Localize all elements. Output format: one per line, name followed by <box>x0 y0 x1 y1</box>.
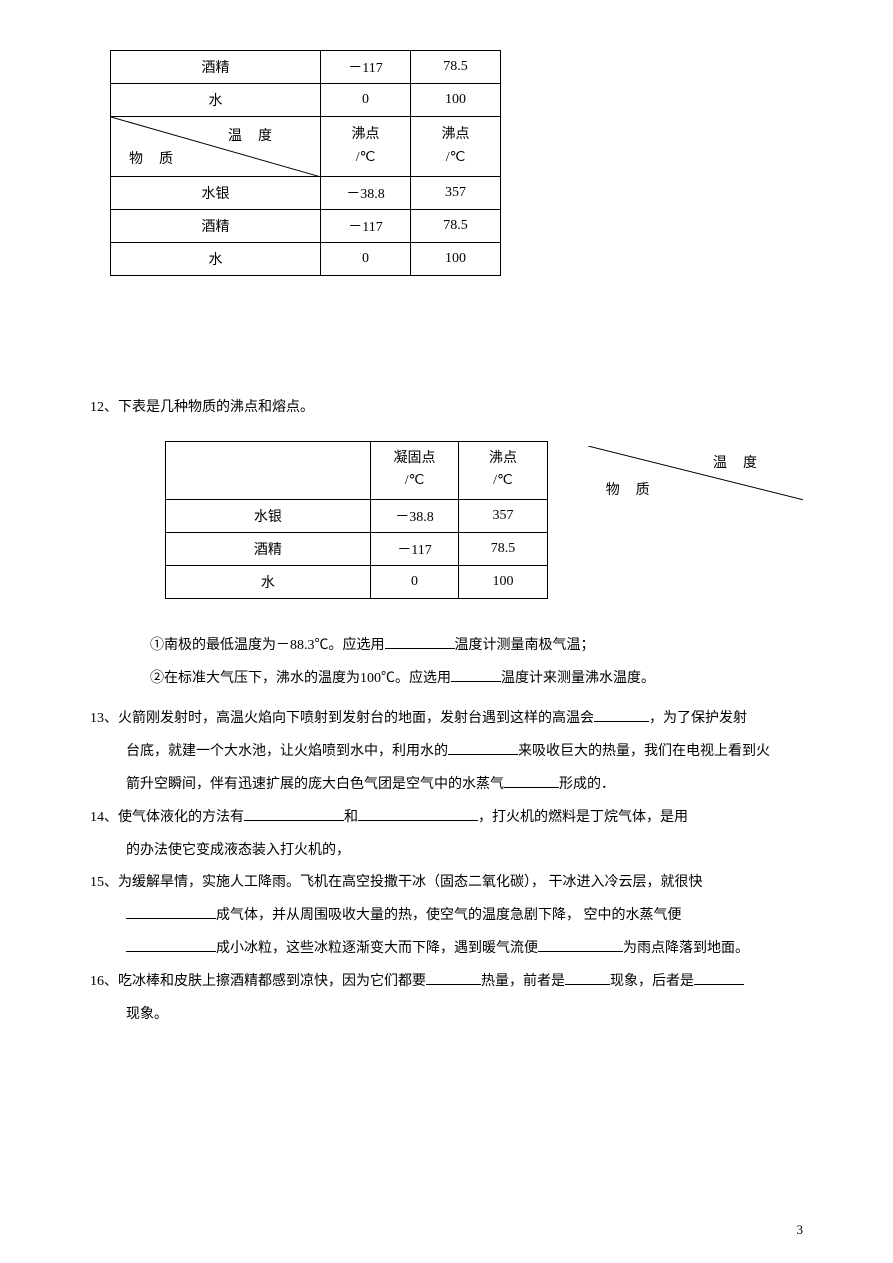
table-header-row: 凝固点 /℃ 沸点 /℃ <box>166 442 548 500</box>
cell-substance: 水银 <box>111 177 321 210</box>
cell-value: 357 <box>459 499 547 532</box>
q16-label: 16、 <box>90 974 118 989</box>
top-table-block: 酒精 －117 78.5 水 0 100 温度 物质 沸点 /℃ 沸点 /℃ 水… <box>110 50 803 276</box>
q15-line3: 成小冰粒，这些冰粒逐渐变大而下降，遇到暖气流便为雨点降落到地面。 <box>90 934 803 965</box>
diagonal-header-cell: 温度 物质 <box>111 117 321 177</box>
cell-substance: 水 <box>111 243 321 276</box>
cell-substance: 水银 <box>166 499 371 532</box>
blank <box>126 905 216 919</box>
cell-value: 78.5 <box>411 210 501 243</box>
blank <box>565 971 610 985</box>
table-row: 酒精 －117 78.5 <box>111 210 501 243</box>
cell-value: 100 <box>411 84 501 117</box>
blank <box>451 668 501 682</box>
blank <box>538 938 623 952</box>
side-diag-bot: 物质 <box>606 479 666 499</box>
column-header: 沸点 /℃ <box>321 117 411 177</box>
cell-value: 100 <box>459 565 547 598</box>
table-q12: 凝固点 /℃ 沸点 /℃ 水银 －38.8 357 酒精 －117 78.5 水… <box>165 441 548 599</box>
cell-substance: 酒精 <box>166 532 371 565</box>
q12-subquestions: ①南极的最低温度为－88.3℃。应选用温度计测量南极气温； ②在标准大气压下，沸… <box>150 631 803 695</box>
side-diag-top: 温度 <box>713 452 773 472</box>
q13-line2: 台底，就建一个大水池，让火焰喷到水中，利用水的来吸收巨大的热量，我们在电视上看到… <box>90 737 803 768</box>
cell-value: －117 <box>370 532 458 565</box>
q13-line1: 13、火箭刚发射时，高温火焰向下喷射到发射台的地面，发射台遇到这样的高温会，为了… <box>90 704 803 735</box>
cell-value: －117 <box>321 51 411 84</box>
table-row: 水银 －38.8 357 <box>166 499 548 532</box>
q12-sub2: ②在标准大气压下，沸水的温度为100℃。应选用温度计来测量沸水温度。 <box>150 664 803 695</box>
q12-intro-text: 下表是几种物质的沸点和熔点。 <box>118 400 314 415</box>
cell-substance: 酒精 <box>111 51 321 84</box>
q16-line2: 现象。 <box>90 1000 803 1031</box>
table-row: 酒精 －117 78.5 <box>111 51 501 84</box>
cell-value: 100 <box>411 243 501 276</box>
q14-line1: 14、使气体液化的方法有和，打火机的燃料是丁烷气体，是用 <box>90 803 803 834</box>
cell-value: 78.5 <box>411 51 501 84</box>
cell-substance: 水 <box>166 565 371 598</box>
q12-label: 12、 <box>90 400 118 415</box>
q12-table-row: 凝固点 /℃ 沸点 /℃ 水银 －38.8 357 酒精 －117 78.5 水… <box>90 441 803 629</box>
cell-value: 0 <box>321 243 411 276</box>
q13-label: 13、 <box>90 711 118 726</box>
cell-value: 0 <box>370 565 458 598</box>
blank <box>594 708 649 722</box>
blank <box>694 971 744 985</box>
q16-line1: 16、吃冰棒和皮肤上擦酒精都感到凉快，因为它们都要热量，前者是现象，后者是 <box>90 967 803 998</box>
empty-header-cell <box>166 442 371 500</box>
cell-substance: 酒精 <box>111 210 321 243</box>
table-row: 水 0 100 <box>111 243 501 276</box>
blank <box>385 635 455 649</box>
table-header-row: 温度 物质 沸点 /℃ 沸点 /℃ <box>111 117 501 177</box>
blank <box>504 774 559 788</box>
page-number: 3 <box>797 1222 804 1238</box>
cell-value: 357 <box>411 177 501 210</box>
blank <box>448 741 518 755</box>
table-row: 水 0 100 <box>111 84 501 117</box>
q12-intro: 12、下表是几种物质的沸点和熔点。 <box>90 396 803 416</box>
cell-substance: 水 <box>111 84 321 117</box>
diag-bot-label: 物质 <box>129 148 189 168</box>
table-row: 水银 －38.8 357 <box>111 177 501 210</box>
column-header: 沸点 /℃ <box>459 442 547 500</box>
q15-line1: 15、为缓解旱情，实施人工降雨。飞机在高空投撒干冰（固态二氧化碳）， 干冰进入冷… <box>90 868 803 899</box>
side-diagonal-label: 温度 物质 <box>588 446 803 501</box>
q14-label: 14、 <box>90 810 118 825</box>
blank <box>244 807 344 821</box>
q15-label: 15、 <box>90 875 118 890</box>
diag-top-label: 温度 <box>228 125 288 145</box>
q15-line2: 成气体，并从周围吸收大量的热，使空气的温度急剧下降， 空中的水蒸气便 <box>90 901 803 932</box>
cell-value: －38.8 <box>370 499 458 532</box>
cell-value: －38.8 <box>321 177 411 210</box>
cell-value: 78.5 <box>459 532 547 565</box>
q12-sub1: ①南极的最低温度为－88.3℃。应选用温度计测量南极气温； <box>150 631 803 662</box>
q13-line3: 箭升空瞬间，伴有迅速扩展的庞大白色气团是空气中的水蒸气形成的． <box>90 770 803 801</box>
table-row: 水 0 100 <box>166 565 548 598</box>
q14-line2: 的办法使它变成液态装入打火机的， <box>90 836 803 867</box>
cell-value: －117 <box>321 210 411 243</box>
column-header: 凝固点 /℃ <box>370 442 458 500</box>
column-header: 沸点 /℃ <box>411 117 501 177</box>
blank <box>358 807 478 821</box>
table-row: 酒精 －117 78.5 <box>166 532 548 565</box>
cell-value: 0 <box>321 84 411 117</box>
blank <box>426 971 481 985</box>
blank <box>126 938 216 952</box>
table-1: 酒精 －117 78.5 水 0 100 温度 物质 沸点 /℃ 沸点 /℃ 水… <box>110 50 501 276</box>
